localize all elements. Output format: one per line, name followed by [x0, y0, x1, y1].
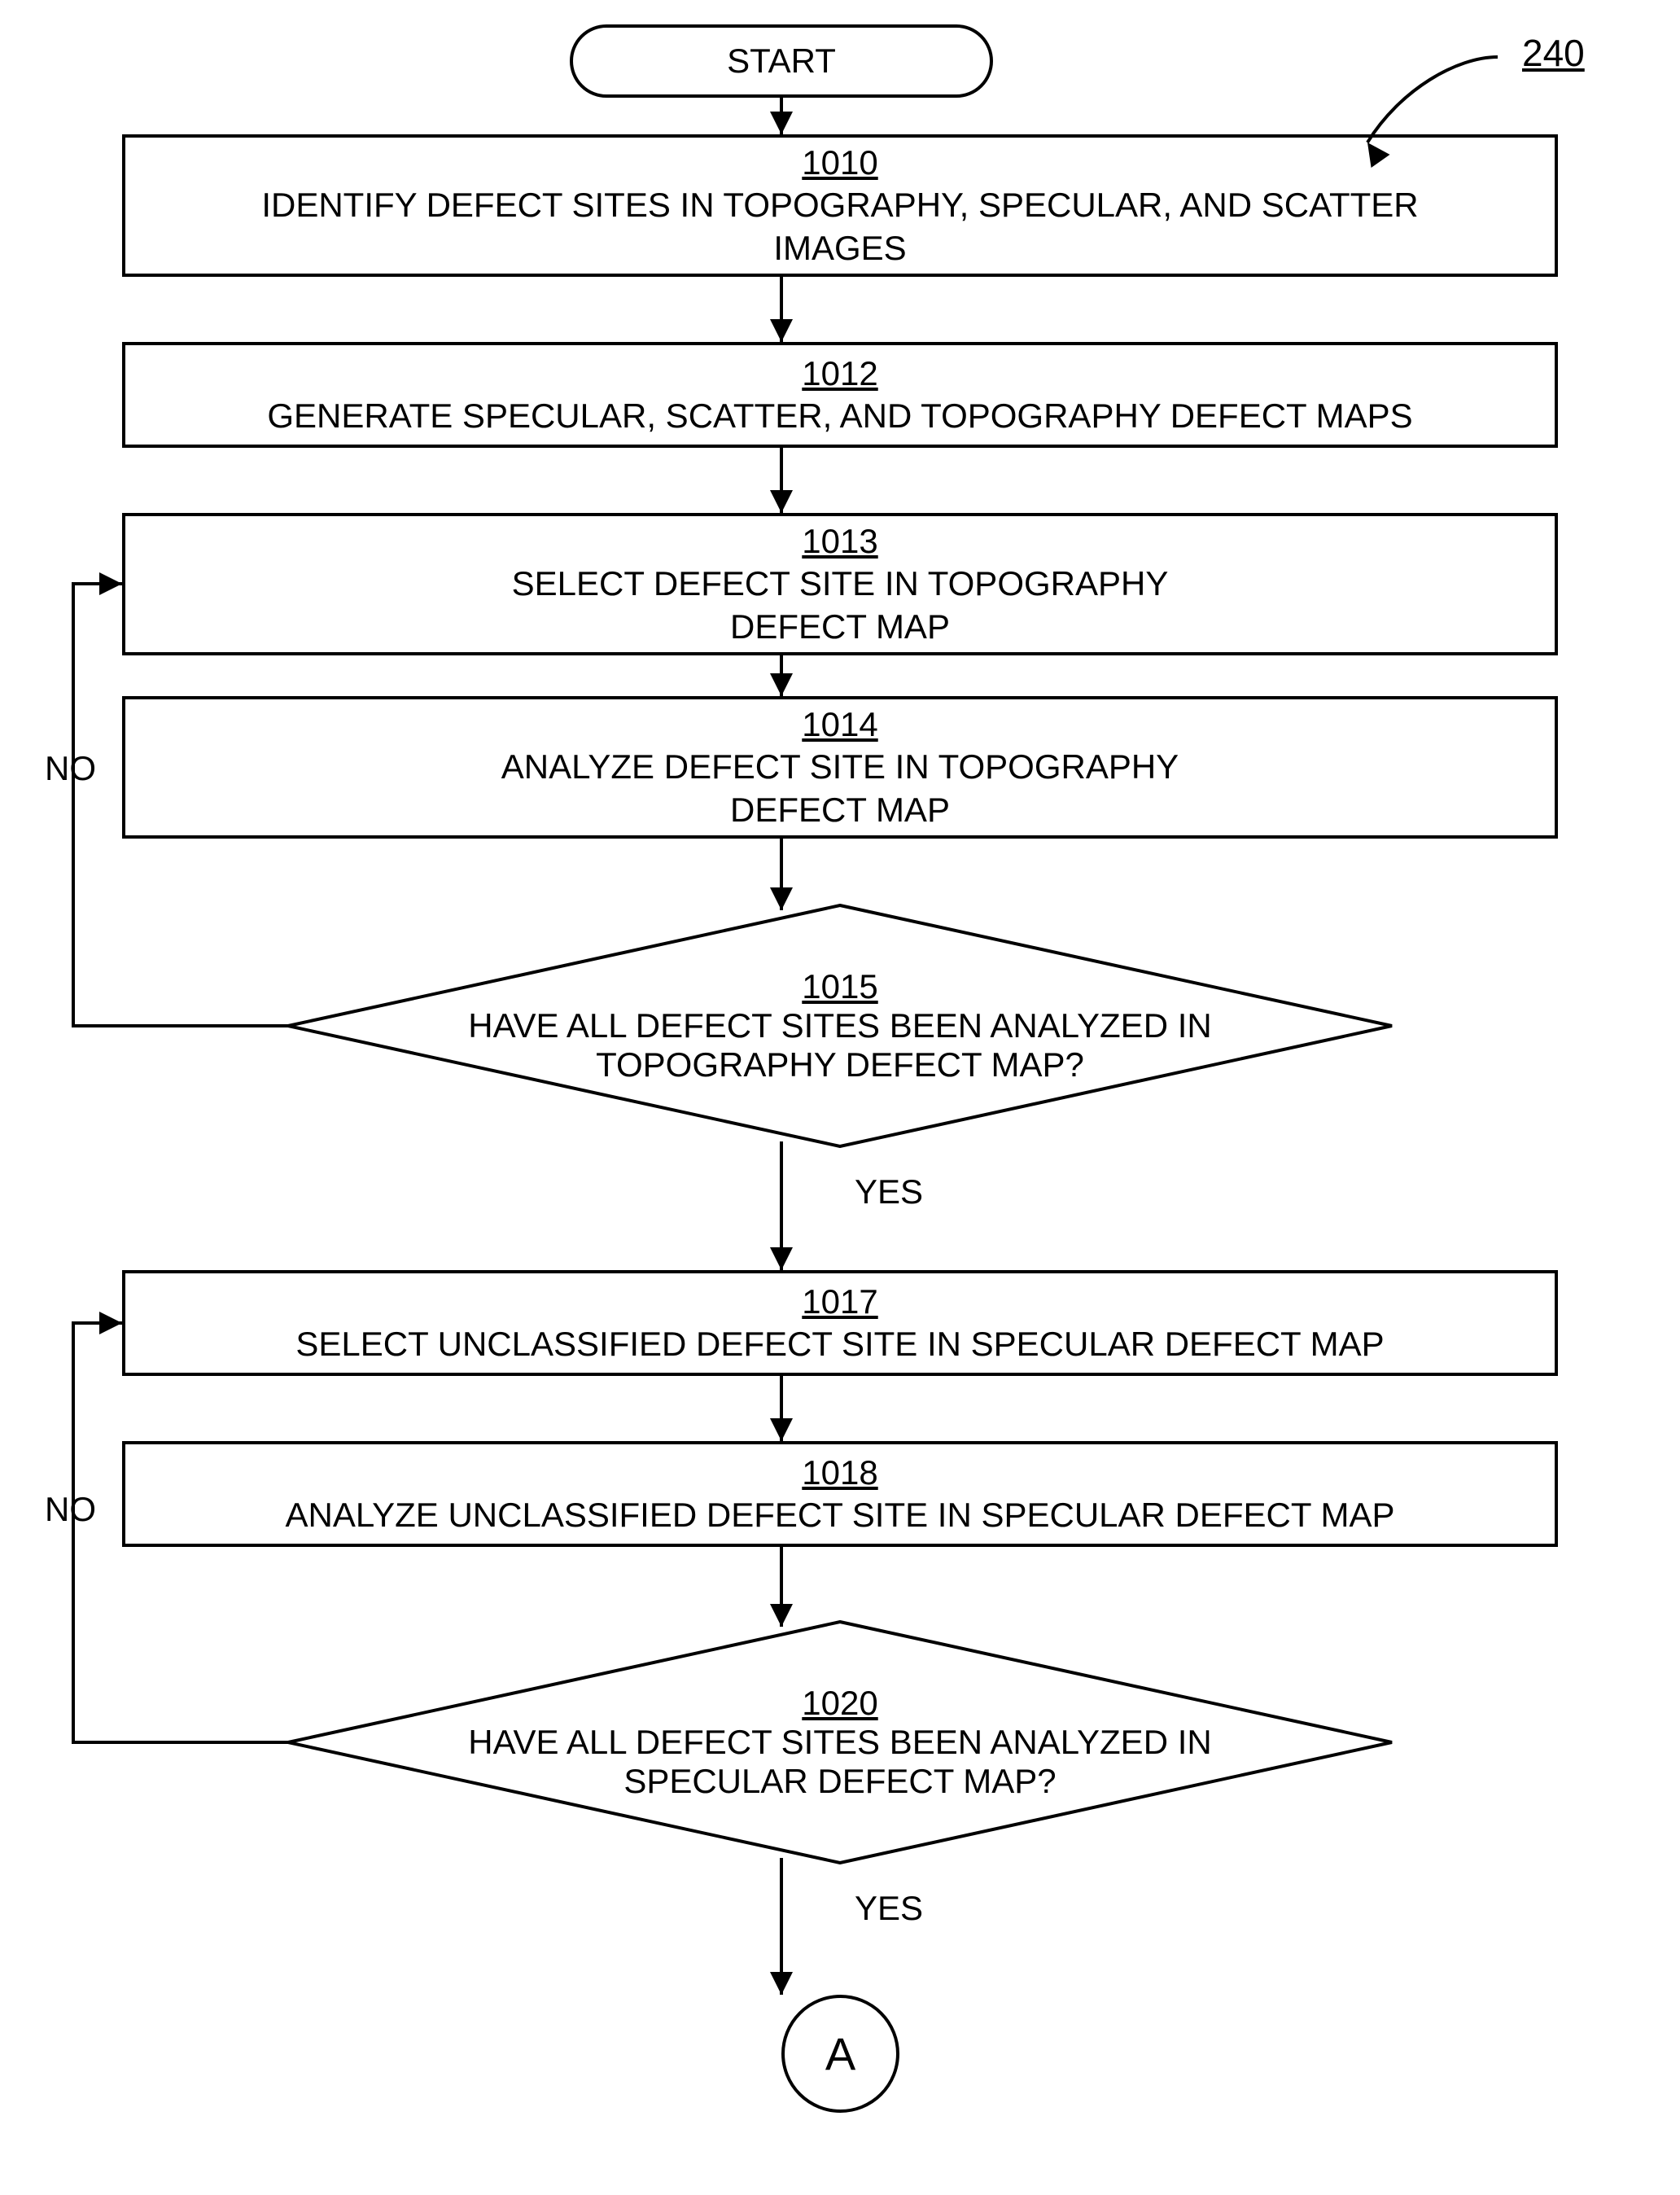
box-1017-line1: SELECT UNCLASSIFIED DEFECT SITE IN SPECU… [295, 1323, 1384, 1366]
box-1010-line2: IMAGES [773, 227, 906, 270]
box-1018: 1018 ANALYZE UNCLASSIFIED DEFECT SITE IN… [122, 1441, 1558, 1547]
box-1013-line2: DEFECT MAP [730, 606, 950, 649]
figure-ref: 240 [1522, 31, 1585, 75]
decision-1015-num: 1015 [802, 967, 877, 1006]
start-terminator: START [570, 24, 993, 98]
box-1014-line2: DEFECT MAP [730, 789, 950, 832]
decision-1020-line2: SPECULAR DEFECT MAP? [623, 1762, 1056, 1801]
box-1018-num: 1018 [802, 1452, 877, 1495]
box-1010: 1010 IDENTIFY DEFECT SITES IN TOPOGRAPHY… [122, 134, 1558, 277]
decision-1015-line1: HAVE ALL DEFECT SITES BEEN ANALYZED IN [468, 1006, 1211, 1045]
label-no-2: NO [45, 1490, 96, 1529]
box-1014-line1: ANALYZE DEFECT SITE IN TOPOGRAPHY [501, 746, 1179, 789]
connector-a: A [781, 1995, 899, 2113]
connector-a-label: A [825, 2027, 855, 2080]
box-1012-line1: GENERATE SPECULAR, SCATTER, AND TOPOGRAP… [267, 395, 1412, 438]
label-yes-1: YES [855, 1172, 923, 1211]
box-1013-num: 1013 [802, 520, 877, 563]
decision-1020-line1: HAVE ALL DEFECT SITES BEEN ANALYZED IN [468, 1723, 1211, 1762]
box-1012-num: 1012 [802, 353, 877, 396]
box-1017-num: 1017 [802, 1281, 877, 1324]
box-1014-num: 1014 [802, 703, 877, 747]
box-1014: 1014 ANALYZE DEFECT SITE IN TOPOGRAPHY D… [122, 696, 1558, 839]
box-1013: 1013 SELECT DEFECT SITE IN TOPOGRAPHY DE… [122, 513, 1558, 655]
box-1018-line1: ANALYZE UNCLASSIFIED DEFECT SITE IN SPEC… [286, 1494, 1395, 1537]
decision-1020: 1020 HAVE ALL DEFECT SITES BEEN ANALYZED… [287, 1620, 1393, 1864]
box-1012: 1012 GENERATE SPECULAR, SCATTER, AND TOP… [122, 342, 1558, 448]
box-1013-line1: SELECT DEFECT SITE IN TOPOGRAPHY [512, 563, 1169, 606]
label-no-1: NO [45, 749, 96, 788]
decision-1020-num: 1020 [802, 1684, 877, 1723]
box-1010-num: 1010 [802, 142, 877, 185]
label-yes-2: YES [855, 1889, 923, 1928]
decision-1015-line2: TOPOGRAPHY DEFECT MAP? [596, 1045, 1084, 1084]
start-label: START [727, 40, 836, 83]
decision-1015: 1015 HAVE ALL DEFECT SITES BEEN ANALYZED… [287, 904, 1393, 1148]
box-1010-line1: IDENTIFY DEFECT SITES IN TOPOGRAPHY, SPE… [261, 184, 1418, 227]
box-1017: 1017 SELECT UNCLASSIFIED DEFECT SITE IN … [122, 1270, 1558, 1376]
